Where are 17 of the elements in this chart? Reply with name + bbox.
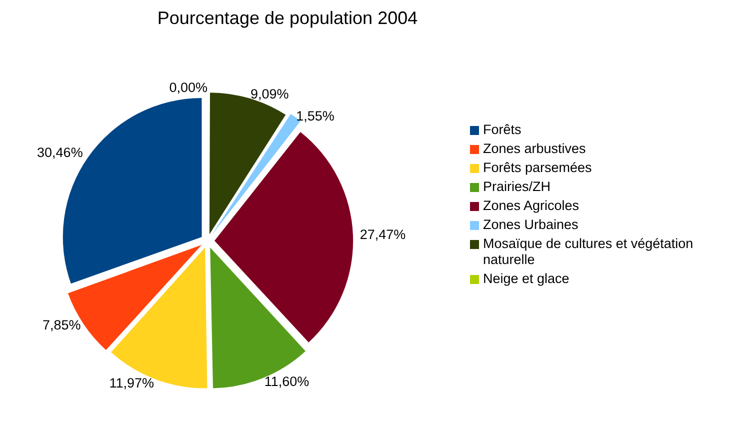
legend-label: Forêts parsemées	[483, 160, 592, 176]
data-label: 30,46%	[37, 144, 83, 160]
legend-label: Zones Agricoles	[483, 198, 580, 214]
text: 0,00%	[169, 80, 208, 96]
legend-label: Neige et glace	[483, 271, 570, 287]
data-label: 11,60%	[264, 374, 310, 390]
data-label: 7,85%	[42, 318, 81, 333]
data-label: 11,97%	[109, 376, 154, 391]
legend-label: Zones arbustives	[483, 141, 586, 157]
legend-label: Forêts	[483, 122, 522, 138]
data-label: 1,55%	[296, 108, 334, 124]
legend-label: Prairies/ZH	[483, 179, 551, 195]
data-label: 27,47%	[360, 226, 406, 242]
chart-title: Pourcentage de population 2004	[156, 8, 419, 29]
data-label: 9,09%	[250, 86, 289, 102]
legend-label: Zones Urbaines	[483, 217, 578, 233]
legend-label: Mosaïque de cultures et végétation naturelle	[483, 236, 694, 268]
